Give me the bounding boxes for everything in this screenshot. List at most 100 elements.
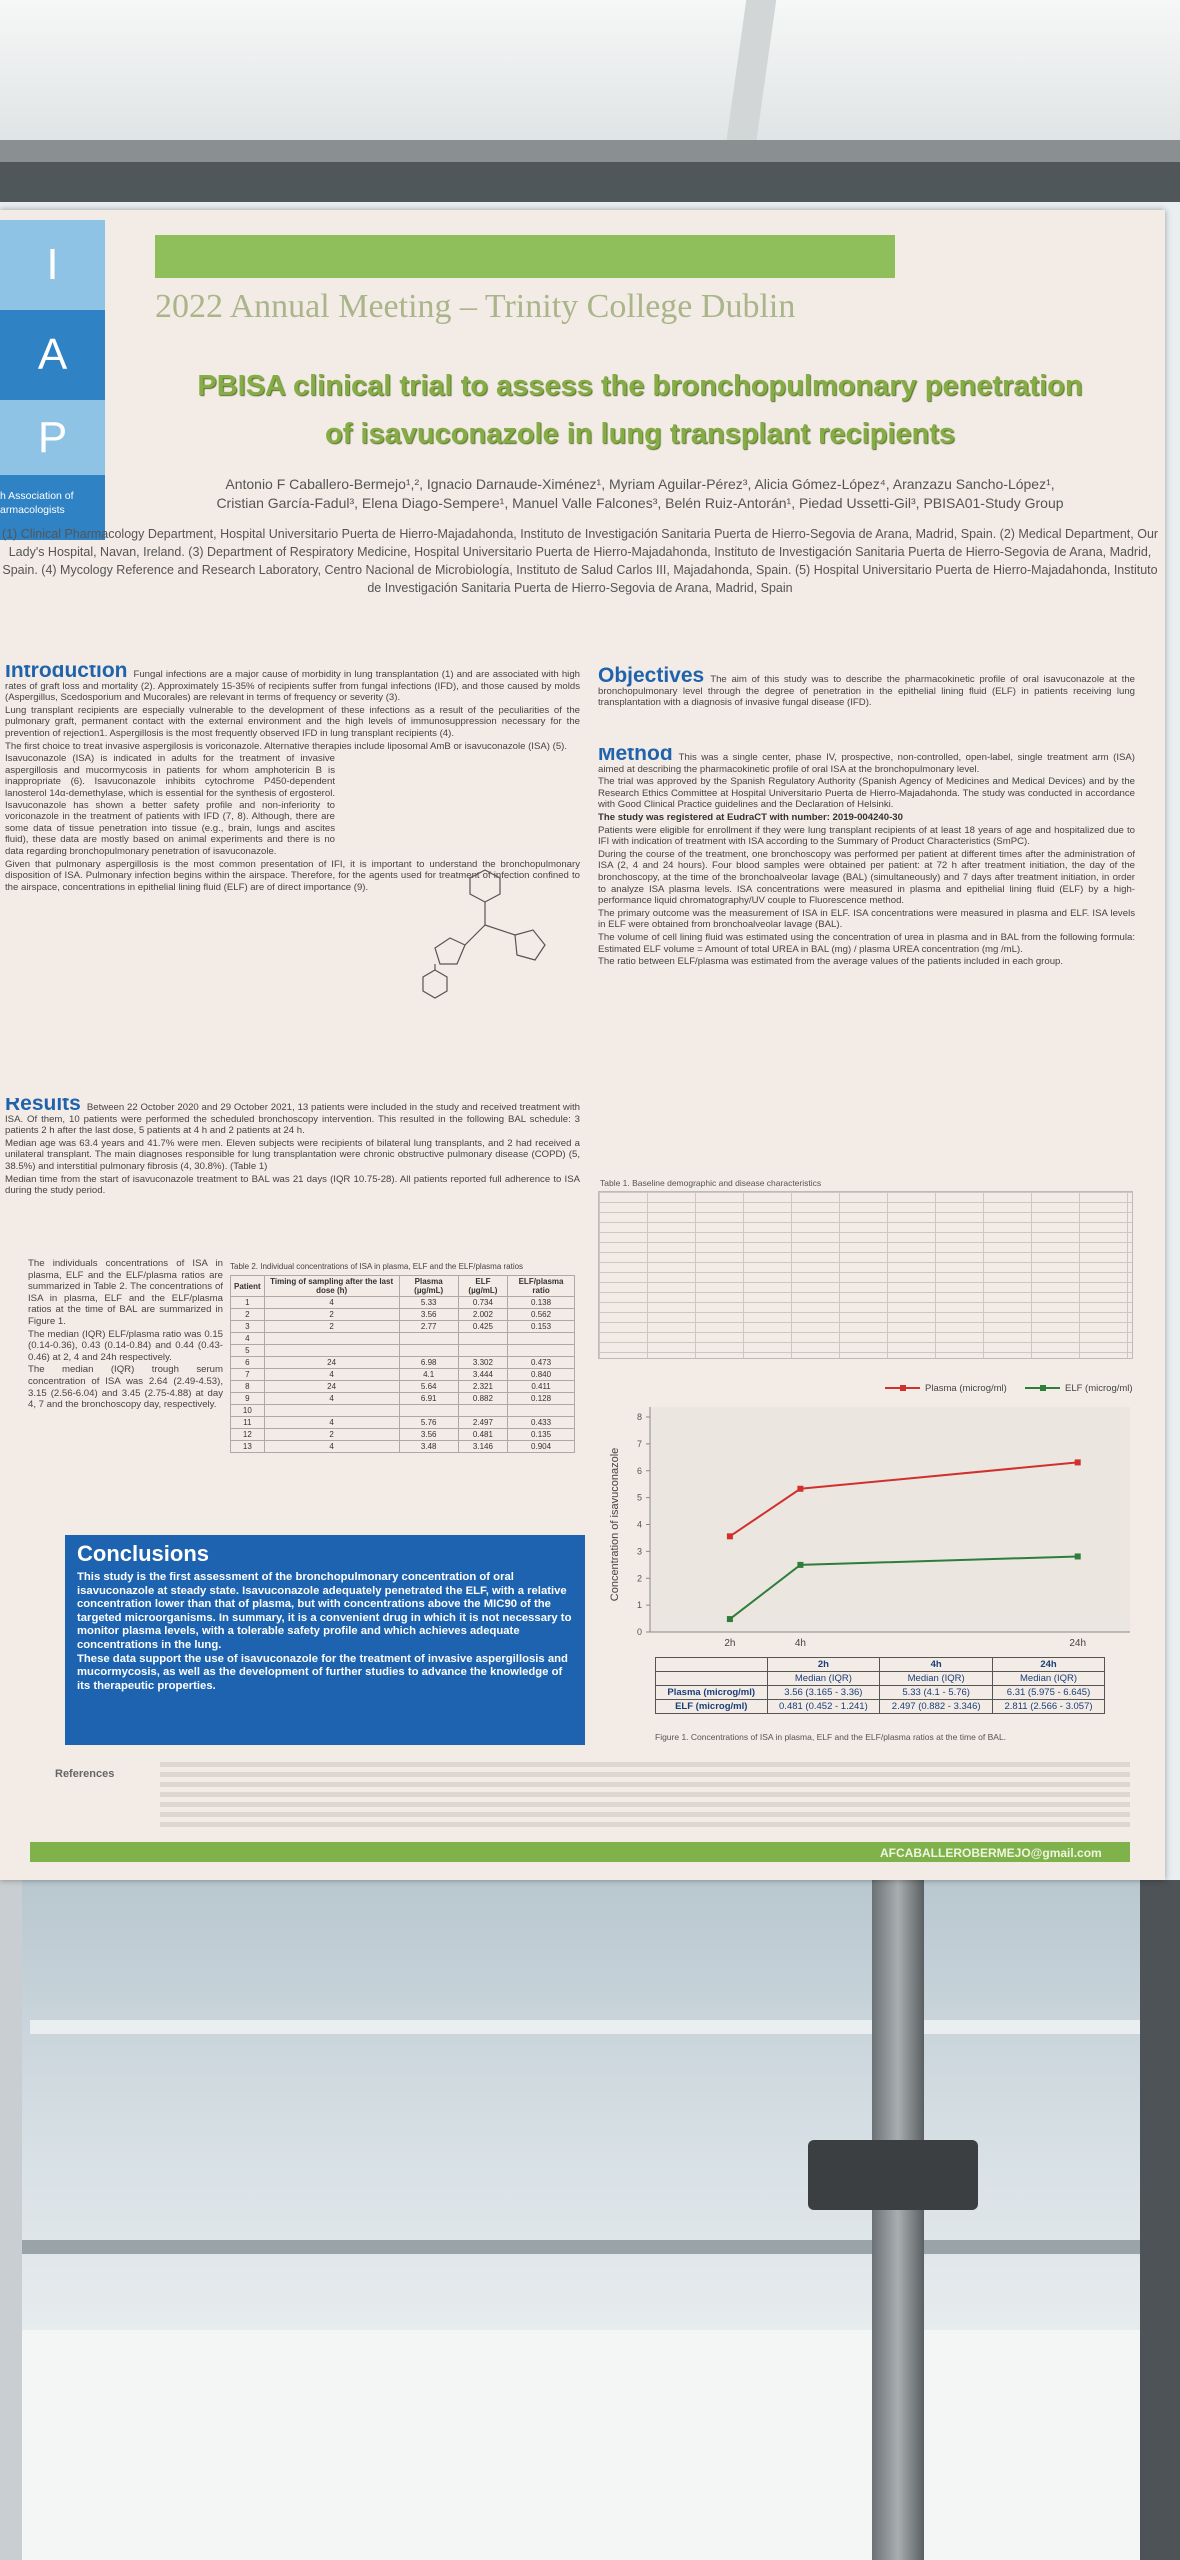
glass-reflection [30,2020,1140,2034]
table-cell: 2.497 [457,1416,509,1429]
paragraph: The volume of cell lining fluid was esti… [598,931,1135,955]
table-cell: 2.002 [457,1308,509,1321]
stand-pole [872,1880,924,2560]
ring [514,929,546,961]
references-heading: References [55,1768,115,1780]
table-row: 10 [230,1404,575,1417]
section-heading: Conclusions [77,1541,210,1566]
section-heading: Results [5,1098,81,1115]
references-lines [160,1762,1130,1832]
paragraph: The primary outcome was the measurement … [598,907,1135,931]
table-row: 11 4 5.76 2.497 0.433 [230,1416,575,1429]
paragraph: Median time from the start of isavuconaz… [5,1173,580,1197]
legend-label: Plasma (microg/ml) [925,1383,1007,1394]
y-tick-label: 3 [637,1546,642,1556]
table-row: 4 [230,1332,575,1345]
table-cell [457,1344,509,1357]
y-tick-label: 8 [637,1412,642,1422]
table-cell [457,1332,509,1345]
paragraph-text: Between 22 October 2020 and 29 October 2… [5,1102,580,1137]
paragraph: The median (IQR) ELF/plasma ratio was 0.… [28,1328,223,1363]
left-frame [0,1880,22,2560]
table-cell [507,1332,575,1345]
table-cell: 3.56 [398,1308,459,1321]
author-line: Cristian García-Fadul³, Elena Diago-Semp… [216,495,1064,511]
figure-table: 2h 4h 24h Median (IQR) Median (IQR) Median (I… [655,1657,1105,1714]
paragraph: The trial was approved by the Spanish Re… [598,776,1135,811]
stand-frame [1140,1880,1180,2560]
table-cell: 2 [263,1428,400,1441]
y-tick-label: 7 [637,1439,642,1449]
table-cell: 3.146 [457,1440,509,1453]
table-row: 8 24 5.64 2.321 0.411 [230,1380,575,1393]
table-cell: 0.481 [457,1428,509,1441]
y-axis-label: Concentration of isavuconazole [609,1448,621,1601]
table-cell: 5 [230,1344,265,1357]
window-top [0,0,1180,150]
table-cell: 4 [230,1332,265,1345]
table-row: 7 4 4.1 3.444 0.840 [230,1368,575,1381]
paragraph: The first choice to treat invasive asper… [5,740,568,752]
table-header-cell: Timing of sampling after the last dose (… [263,1275,400,1297]
table-cell: 12 [230,1428,265,1441]
table-row: Patient Timing of sampling after the last… [230,1275,575,1297]
table-row: 2 2 3.56 2.002 0.562 [230,1308,575,1321]
plot-background [650,1407,1130,1632]
point [797,1485,804,1492]
table-cell: 5.33 [398,1296,459,1309]
table-cell: 2 [263,1308,400,1321]
table-cell: 0.904 [507,1440,575,1453]
table-row-label: Plasma (microg/ml) [655,1685,768,1700]
table-cell: 0.153 [507,1320,575,1333]
table-header-cell: Patient [230,1275,265,1297]
table-row: Plasma (microg/ml) 3.56 (3.165 - 3.36) 5.3… [655,1685,1105,1700]
table-cell: 3 [230,1320,265,1333]
point [1074,1459,1081,1466]
point [726,1616,733,1623]
table-cell: 4.1 [398,1368,459,1381]
table-cell: 2.811 (2.566 - 3.057) [992,1699,1105,1714]
paragraph: Given that pulmonary aspergillosis is th… [5,858,580,893]
table-cell: 2.321 [457,1380,509,1393]
table-row: 1 4 5.33 0.734 0.138 [230,1296,575,1309]
figure-caption: Figure 1. Concentrations of ISA in plasm… [655,1732,1007,1742]
table-row: ELF (microg/ml) 0.481 (0.452 - 1.241) 2.49… [655,1699,1105,1714]
bond [464,924,486,946]
logo-text: armacologists [0,504,65,516]
table-cell: 3.56 [398,1428,459,1441]
table-cell [263,1404,400,1417]
table-header-cell [655,1657,768,1672]
title-line: PBISA clinical trial to assess the bronc… [197,370,1083,402]
legend-label: ELF (microg/ml) [1065,1383,1133,1394]
logo-letter: P [0,400,105,475]
table-cell: 0.135 [507,1428,575,1441]
section-heading: Introduction [5,665,128,682]
table-header-cell: ELF/plasma ratio [507,1275,575,1297]
introduction: Introduction Fungal infections are a majo… [5,665,580,1105]
table-cell: 3.302 [457,1356,509,1369]
table1-caption: Table 1. Baseline demographic and diseas… [600,1178,822,1188]
table-row: 3 2 2.77 0.425 0.153 [230,1320,575,1333]
objectives: Objectives The aim of this study was to d… [598,665,1135,710]
y-tick-label: 6 [637,1466,642,1476]
table-cell: 2.497 (0.882 - 3.346) [879,1699,994,1714]
table-cell [655,1671,768,1686]
table-cell: 5.64 [398,1380,459,1393]
paragraph: During the course of the treatment, one … [598,848,1135,907]
paragraph: The ratio between ELF/plasma was estimat… [598,956,1064,968]
poster: I A P h Association of armacologists 202… [0,210,1165,1880]
y-tick-label: 0 [637,1627,642,1637]
table-cell: 0.840 [507,1368,575,1381]
paragraph: The individuals concentrations of ISA in… [28,1258,223,1327]
table-cell: 3.444 [457,1368,509,1381]
logo-letter: I [0,220,105,310]
window-frame [0,162,1180,202]
legend-marker [1040,1385,1046,1391]
paragraph: Results Between 22 October 2020 and 29 Oc… [5,1098,580,1137]
authors: Antonio F Caballero-Bermejo¹,², Ignacio … [110,475,1170,513]
table-cell: 8 [230,1380,265,1393]
conclusions-box: Conclusions This study is the first asse… [65,1535,585,1745]
paragraph: Lung transplant recipients are especiall… [5,704,580,739]
table-cell: 4 [263,1392,400,1405]
